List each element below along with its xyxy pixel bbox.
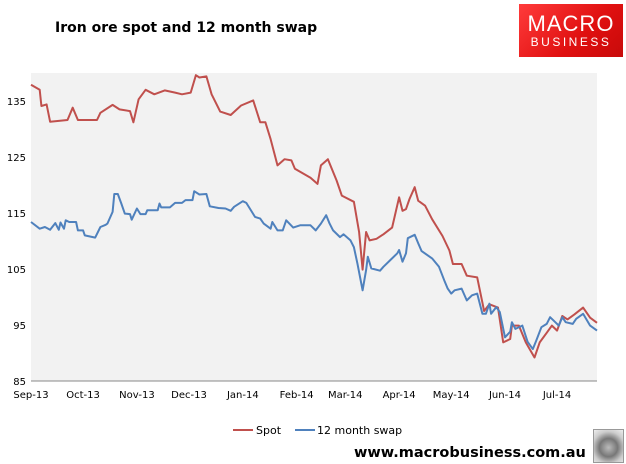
macrobusiness-logo: MACRO BUSINESS bbox=[519, 4, 623, 57]
x-tick-label: May-14 bbox=[433, 390, 470, 401]
x-tick-label: Mar-14 bbox=[328, 390, 363, 401]
y-tick-label: 105 bbox=[7, 265, 26, 276]
y-tick-label: 115 bbox=[7, 209, 26, 220]
series-line-12-month-swap bbox=[30, 190, 598, 351]
logo-line1: MACRO bbox=[527, 10, 615, 36]
x-axis: Sep-13 Oct-13 Nov-13 Dec-13 Jan-14 Feb-14 Mar-… bbox=[13, 390, 571, 401]
x-tick-label: Sep-13 bbox=[13, 390, 48, 401]
x-tick-label: Jul-14 bbox=[542, 390, 571, 401]
plot-area bbox=[31, 73, 597, 381]
legend: Spot 12 month swap bbox=[233, 424, 402, 437]
series-line-spot bbox=[30, 74, 598, 359]
series-lines bbox=[30, 74, 598, 359]
y-tick-label: 125 bbox=[7, 153, 26, 164]
wolf-head-icon bbox=[593, 429, 624, 463]
y-axis: 85 95 105 115 125 135 bbox=[7, 97, 26, 388]
x-tick-label: Apr-14 bbox=[383, 390, 416, 401]
logo-line2: BUSINESS bbox=[530, 34, 612, 49]
legend-label-spot: Spot bbox=[256, 424, 282, 437]
x-tick-label: Jan-14 bbox=[226, 390, 259, 401]
x-tick-label: Feb-14 bbox=[280, 390, 314, 401]
chart-title: Iron ore spot and 12 month swap bbox=[55, 20, 318, 36]
x-tick-label: Nov-13 bbox=[119, 390, 155, 401]
x-tick-label: Jun-14 bbox=[488, 390, 521, 401]
y-tick-label: 95 bbox=[13, 321, 26, 332]
x-tick-label: Dec-13 bbox=[171, 390, 207, 401]
y-tick-label: 85 bbox=[13, 377, 26, 388]
legend-label-swap: 12 month swap bbox=[317, 424, 402, 437]
x-tick-label: Oct-13 bbox=[66, 390, 100, 401]
y-tick-label: 135 bbox=[7, 97, 26, 108]
website-url: www.macrobusiness.com.au bbox=[354, 445, 586, 461]
